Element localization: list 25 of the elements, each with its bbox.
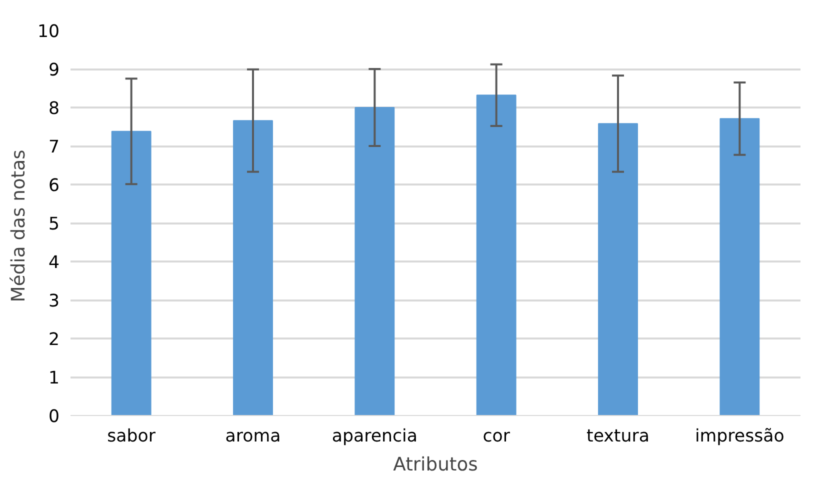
y-tick-label: 6 bbox=[48, 176, 60, 196]
y-tick-label: 9 bbox=[48, 60, 60, 80]
y-tick-label: 10 bbox=[37, 22, 60, 42]
y-tick-label: 5 bbox=[48, 214, 60, 234]
y-tick-label: 2 bbox=[48, 330, 60, 350]
x-axis-title: Atributos bbox=[393, 454, 478, 476]
bar bbox=[111, 130, 152, 416]
bar bbox=[598, 123, 638, 416]
x-tick-label: sabor bbox=[107, 426, 156, 446]
x-tick-label: aroma bbox=[225, 426, 281, 446]
y-tick-label: 3 bbox=[48, 292, 60, 312]
y-tick-label: 1 bbox=[48, 368, 60, 388]
x-tick-label: impressão bbox=[694, 426, 784, 446]
bar bbox=[476, 94, 516, 416]
x-tick-label: aparencia bbox=[332, 426, 418, 446]
bar bbox=[233, 120, 273, 416]
bar bbox=[354, 107, 395, 416]
y-tick-label: 0 bbox=[48, 407, 60, 427]
bar bbox=[720, 118, 760, 416]
y-axis-title: Média das notas bbox=[8, 150, 30, 302]
y-tick-label: 8 bbox=[48, 99, 60, 119]
y-tick-label: 7 bbox=[48, 138, 60, 158]
x-tick-label: cor bbox=[482, 426, 511, 446]
y-tick-label: 4 bbox=[48, 253, 60, 273]
x-tick-label: textura bbox=[586, 426, 650, 446]
